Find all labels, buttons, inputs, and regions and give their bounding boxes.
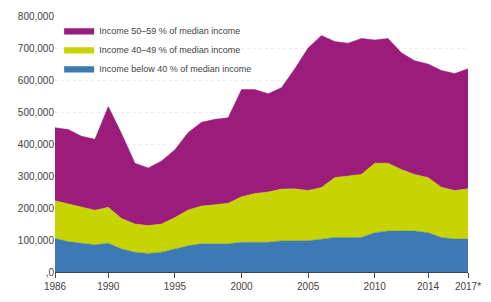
svg-text:1990: 1990 [97, 281, 120, 292]
svg-text:2000: 2000 [230, 281, 253, 292]
svg-text:Income below 40 % of median in: Income below 40 % of median income [99, 64, 251, 74]
svg-text:600,000: 600,000 [18, 75, 55, 86]
svg-text:200,000: 200,000 [18, 203, 55, 214]
svg-text:100,000: 100,000 [18, 235, 55, 246]
svg-text:2017*: 2017* [455, 281, 481, 292]
svg-text:2014: 2014 [417, 281, 440, 292]
svg-text:2010: 2010 [364, 281, 387, 292]
svg-text:500,000: 500,000 [18, 107, 55, 118]
svg-text:400,000: 400,000 [18, 139, 55, 150]
svg-text:1986: 1986 [44, 281, 67, 292]
svg-text:700,000: 700,000 [18, 43, 55, 54]
svg-text:,0: ,0 [46, 267, 55, 278]
svg-text:Income 40–49 % of median incom: Income 40–49 % of median income [99, 45, 240, 55]
svg-text:800,000: 800,000 [18, 11, 55, 22]
svg-text:1995: 1995 [164, 281, 187, 292]
svg-text:Income 50–59 % of median incom: Income 50–59 % of median income [99, 26, 240, 36]
svg-text:300,000: 300,000 [18, 171, 55, 182]
svg-text:2005: 2005 [297, 281, 320, 292]
